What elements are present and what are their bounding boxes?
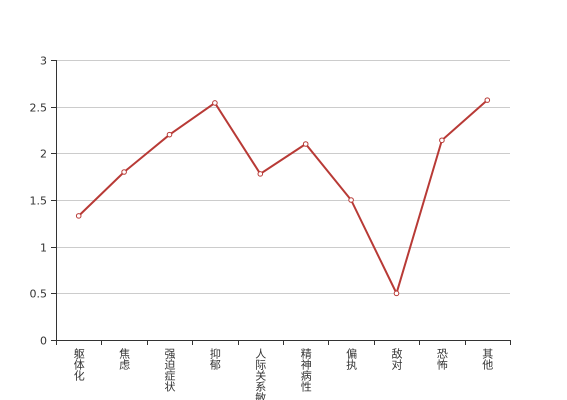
- x-tick-label: 人际关系敏感: [254, 348, 267, 400]
- point: [257, 171, 264, 177]
- x-tick-label: 抑郁: [208, 347, 221, 370]
- point: [121, 169, 127, 175]
- y-tick-label: 2.5: [30, 102, 48, 115]
- y-tick-label: 3: [40, 55, 47, 68]
- point: [75, 213, 82, 219]
- point: [212, 100, 218, 106]
- point: [166, 131, 173, 138]
- x-tick-label: 强迫症状: [163, 348, 176, 392]
- line: [78, 99, 488, 297]
- x-tick-label: 躯体化: [72, 348, 85, 382]
- point: [393, 290, 400, 297]
- x-tick-label: 恐怖: [435, 348, 448, 370]
- point: [484, 97, 491, 103]
- point: [302, 141, 309, 147]
- x-tick-label: 焦虑: [118, 348, 131, 370]
- x-tick-label: 其他: [481, 348, 494, 370]
- y-tick-label: 1: [40, 242, 47, 255]
- y-tick-label: 0.5: [30, 288, 48, 301]
- y-tick-label: 0: [40, 335, 47, 348]
- point: [439, 137, 445, 144]
- x-tick-label: 偏执: [345, 347, 358, 371]
- y-tick-label: 1.5: [30, 195, 48, 208]
- point: [348, 197, 354, 203]
- x-tick-label: 精神病性: [299, 348, 312, 393]
- x-tick-label: 敌对: [390, 347, 403, 370]
- y-tick-label: 2: [40, 148, 47, 161]
